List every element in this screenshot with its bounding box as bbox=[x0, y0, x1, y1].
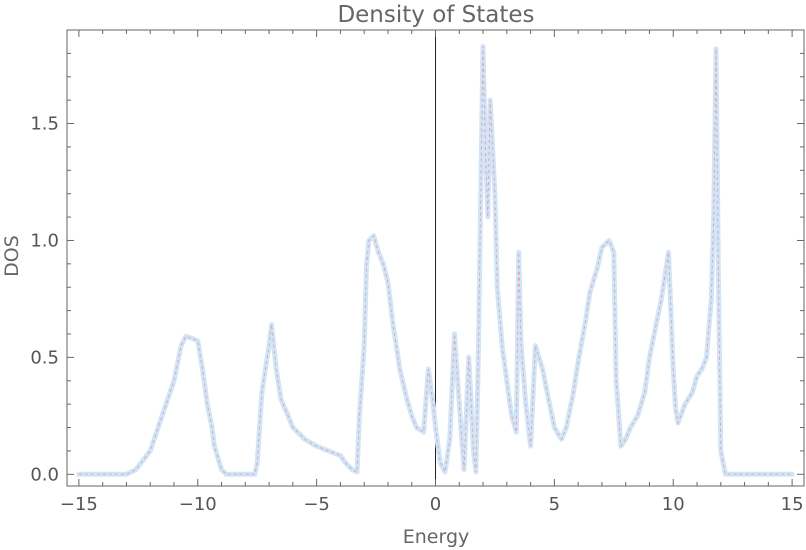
y-tick-label: 1.5 bbox=[30, 114, 59, 135]
x-tick-label: 10 bbox=[662, 494, 685, 515]
y-tick-label: 0.5 bbox=[30, 347, 59, 368]
dos-series-line-0 bbox=[76, 43, 795, 477]
x-tick-label: −10 bbox=[179, 494, 217, 515]
y-tick-label: 1.0 bbox=[30, 230, 59, 251]
x-tick-label: 15 bbox=[781, 494, 804, 515]
x-tick-label: 0 bbox=[430, 494, 441, 515]
x-tick-label: 5 bbox=[549, 494, 560, 515]
y-tick-label: 0.0 bbox=[30, 464, 59, 485]
x-tick-label: −5 bbox=[303, 494, 330, 515]
x-tick-label: −15 bbox=[60, 494, 98, 515]
y-axis-ticks: 0.0 0.5 1.0 1.5 bbox=[30, 52, 804, 485]
series-layer bbox=[76, 43, 795, 477]
x-axis-ticks: −15 −10 −5 0 5 10 15 bbox=[60, 30, 804, 515]
y-axis-label: DOS bbox=[1, 235, 23, 277]
x-axis-label: Energy bbox=[403, 526, 470, 548]
chart-title: Density of States bbox=[337, 2, 534, 28]
